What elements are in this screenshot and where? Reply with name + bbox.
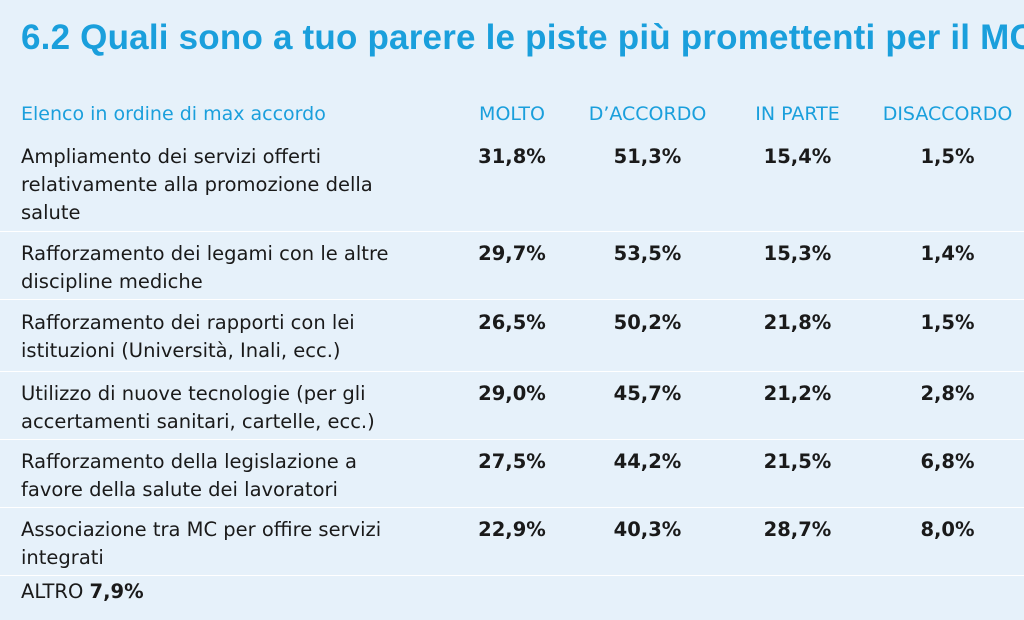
other-value: 7,9% — [89, 580, 144, 603]
value-daccordo: 40,3% — [613, 518, 682, 541]
table-row: Ampliamento dei servizi offerti relativa… — [0, 136, 1024, 232]
header-daccordo: D’ACCORDO — [588, 103, 707, 125]
value-in-parte: 21,2% — [763, 382, 832, 405]
value-daccordo: 53,5% — [613, 242, 682, 265]
value-molto: 31,8% — [478, 145, 546, 168]
value-in-parte: 21,5% — [763, 450, 832, 473]
table-row: Associazione tra MC per offire servizi i… — [0, 509, 1024, 576]
value-daccordo: 44,2% — [613, 450, 682, 473]
value-disaccordo: 2,8% — [920, 382, 975, 405]
header-molto: MOLTO — [479, 103, 545, 125]
row-label: Rafforzamento dei rapporti con lei istit… — [21, 311, 355, 362]
value-daccordo: 51,3% — [613, 145, 682, 168]
value-in-parte: 15,3% — [763, 242, 832, 265]
table-row: Utilizzo di nuove tecnologie (per gli ac… — [0, 373, 1024, 440]
value-in-parte: 21,8% — [763, 311, 832, 334]
value-molto: 29,7% — [478, 242, 546, 265]
table-row: Rafforzamento dei legami con le altre di… — [0, 233, 1024, 300]
value-molto: 22,9% — [478, 518, 546, 541]
header-label: Elenco in ordine di max accordo — [21, 103, 326, 125]
value-disaccordo: 1,4% — [920, 242, 975, 265]
value-molto: 27,5% — [478, 450, 546, 473]
value-molto: 26,5% — [478, 311, 546, 334]
value-in-parte: 28,7% — [763, 518, 832, 541]
row-label: Ampliamento dei servizi offerti relativa… — [21, 145, 373, 224]
header-in-parte: IN PARTE — [755, 103, 840, 125]
row-label: Rafforzamento dei legami con le altre di… — [21, 242, 389, 293]
value-daccordo: 50,2% — [613, 311, 682, 334]
value-disaccordo: 1,5% — [920, 145, 975, 168]
page-title: 6.2 Quali sono a tuo parere le piste più… — [21, 18, 1024, 57]
row-label: Utilizzo di nuove tecnologie (per gli ac… — [21, 382, 375, 433]
table-row: Rafforzamento della legislazione a favor… — [0, 441, 1024, 508]
value-in-parte: 15,4% — [763, 145, 832, 168]
value-disaccordo: 8,0% — [920, 518, 975, 541]
value-daccordo: 45,7% — [613, 382, 682, 405]
other-row: ALTRO 7,9% — [21, 580, 144, 603]
other-label: ALTRO — [21, 580, 84, 603]
row-label: Rafforzamento della legislazione a favor… — [21, 450, 357, 501]
row-label: Associazione tra MC per offire servizi i… — [21, 518, 382, 569]
header-disaccordo: DISACCORDO — [882, 103, 1013, 125]
value-disaccordo: 1,5% — [920, 311, 975, 334]
table-header: Elenco in ordine di max accordo MOLTO D’… — [0, 103, 1024, 133]
value-disaccordo: 6,8% — [920, 450, 975, 473]
value-molto: 29,0% — [478, 382, 546, 405]
table-row: Rafforzamento dei rapporti con lei istit… — [0, 302, 1024, 372]
